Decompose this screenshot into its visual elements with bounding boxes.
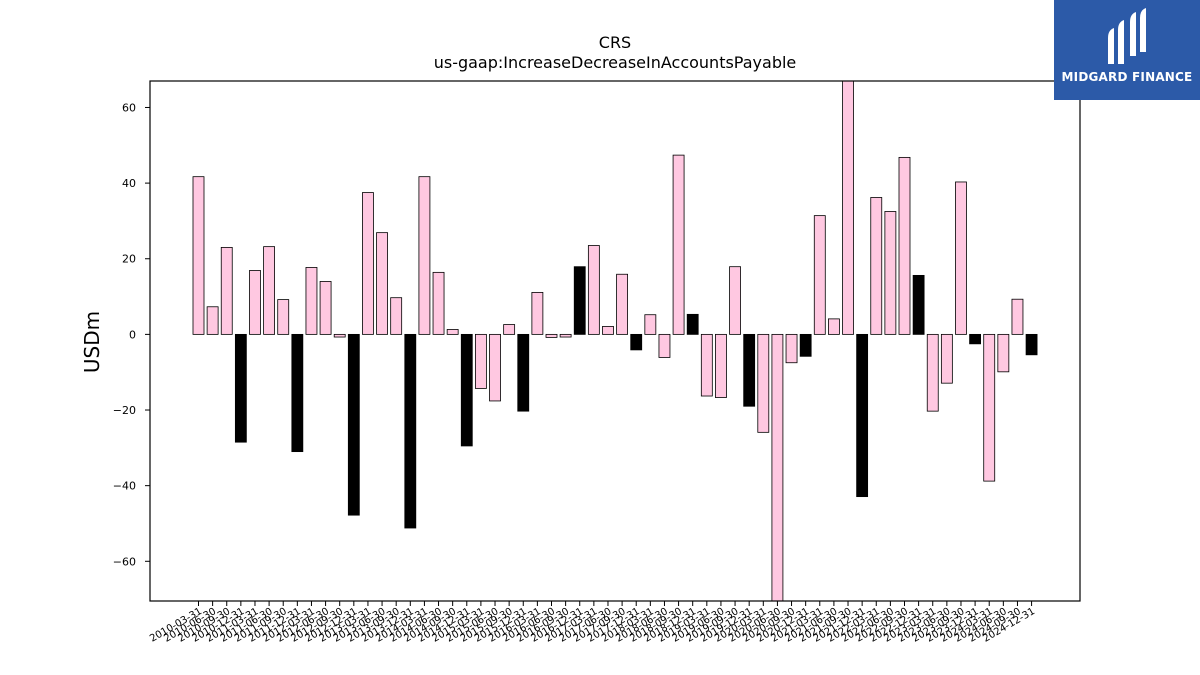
bar-2023-09-30 [955, 181, 967, 335]
bar-2012-06-30 [319, 281, 332, 335]
bar-2019-09-30 [729, 266, 741, 335]
bar-2018-12-31 [686, 313, 699, 335]
bar-2016-09-30 [559, 333, 572, 338]
bar-2013-09-30 [390, 297, 403, 335]
chart-subtitle: us-gaap:IncreaseDecreaseInAccountsPayabl… [434, 53, 797, 72]
y-tick-label: 0 [129, 328, 136, 341]
plot-frame [149, 80, 1081, 602]
bar-2024-03-31 [983, 333, 996, 482]
midgard-finance-logo: MIDGARD FINANCE [1054, 0, 1200, 100]
bar-2013-03-31 [362, 192, 374, 335]
bar-2017-03-31 [587, 245, 600, 335]
bar-2011-12-31 [291, 333, 304, 453]
bar-2017-06-30 [602, 326, 614, 335]
y-tick-label: −60 [113, 555, 136, 568]
brand-name: MIDGARD FINANCE [1061, 70, 1193, 84]
bar-2014-06-30 [432, 271, 445, 335]
midgard-logo-icon [1108, 8, 1146, 64]
y-tick-label: −20 [113, 404, 136, 417]
bar-2018-06-30 [658, 333, 671, 358]
bar-2021-12-31 [856, 333, 869, 498]
bar-2013-12-31 [404, 333, 417, 529]
bar-2020-06-30 [771, 333, 784, 602]
chart-title: CRS [599, 33, 631, 52]
bar-2024-09-30 [1011, 298, 1024, 335]
y-tick-label: 40 [122, 177, 136, 190]
bar-2011-09-30 [277, 299, 290, 335]
bar-2018-09-30 [672, 154, 685, 335]
bar-2019-06-30 [715, 333, 727, 398]
bar-2013-06-30 [376, 232, 388, 335]
bar-2023-12-31 [969, 333, 981, 345]
bar-2011-06-30 [263, 246, 276, 335]
bar-2017-09-30 [616, 273, 628, 335]
bar-2015-12-31 [517, 333, 530, 412]
y-tick-label: 60 [122, 101, 136, 114]
bar-2018-03-31 [644, 314, 657, 335]
bar-2015-09-30 [503, 324, 516, 335]
bar-2011-03-31 [249, 270, 261, 335]
bar-2010-06-30 [206, 306, 219, 335]
bar-2015-06-30 [489, 333, 501, 402]
bar-2016-12-31 [573, 266, 586, 335]
bar-2019-12-31 [743, 333, 756, 407]
bar-2014-03-31 [418, 176, 431, 335]
bar-2010-03-31 [192, 176, 205, 335]
bar-2021-09-30 [842, 80, 854, 335]
bar-2014-09-30 [446, 329, 459, 335]
x-axis: 2010-03-312010-06-302010-09-302010-12-31… [148, 601, 1037, 645]
bar-2021-06-30 [828, 318, 840, 335]
bar-2020-12-31 [799, 333, 812, 357]
bar-2017-12-31 [630, 333, 643, 351]
bar-2012-12-31 [347, 333, 360, 516]
bar-2010-12-31 [234, 333, 247, 443]
bar-2014-12-31 [460, 333, 473, 447]
bars-group [192, 80, 1038, 602]
bar-2020-09-30 [785, 333, 798, 364]
bar-2012-03-31 [305, 267, 318, 335]
bar-2022-06-30 [884, 211, 897, 335]
bar-2020-03-31 [757, 333, 770, 433]
bar-2016-06-30 [545, 333, 558, 338]
bar-2023-06-30 [940, 333, 953, 384]
bar-2012-09-30 [333, 333, 346, 338]
bar-2010-09-30 [220, 246, 233, 335]
y-axis: −60 −40 −20 0 20 40 60 [113, 101, 150, 568]
bar-2022-12-31 [912, 274, 925, 335]
bar-2015-03-31 [474, 333, 487, 389]
bar-2022-03-31 [870, 197, 883, 335]
bar-2024-12-31 [1025, 333, 1038, 356]
y-tick-label: 20 [122, 253, 136, 266]
bar-2021-03-31 [813, 215, 826, 335]
y-axis-label: USDm [80, 311, 104, 373]
y-tick-label: −40 [113, 480, 136, 493]
bar-2024-06-30 [997, 333, 1010, 373]
bar-2016-03-31 [531, 291, 544, 335]
bar-2022-09-30 [898, 156, 911, 335]
bar-2019-03-31 [700, 333, 713, 397]
bar-2023-03-31 [926, 333, 939, 412]
